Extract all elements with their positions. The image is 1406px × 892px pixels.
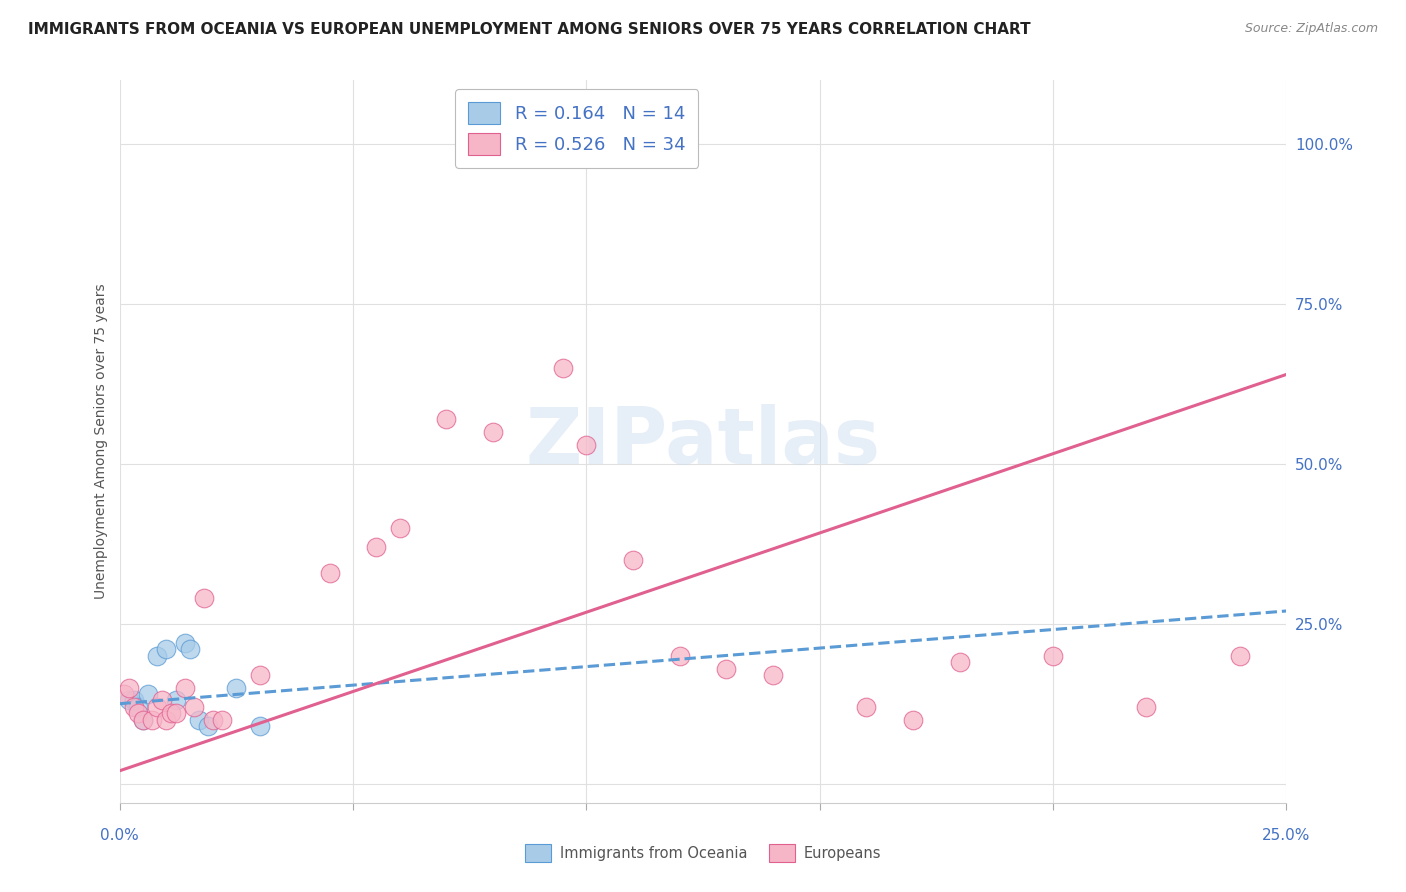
- Point: [173, 681, 195, 695]
- Point: [901, 713, 924, 727]
- Point: [155, 642, 177, 657]
- Text: IMMIGRANTS FROM OCEANIA VS EUROPEAN UNEMPLOYMENT AMONG SENIORS OVER 75 YEARS COR: IMMIGRANTS FROM OCEANIA VS EUROPEAN UNEM…: [28, 22, 1031, 37]
- Text: 25.0%: 25.0%: [1263, 828, 1310, 843]
- Point: [668, 648, 690, 663]
- Point: [249, 719, 271, 733]
- Point: [621, 553, 644, 567]
- Point: [716, 661, 738, 675]
- Point: [211, 713, 233, 727]
- Point: [949, 655, 972, 669]
- Point: [122, 693, 145, 707]
- Point: [155, 713, 177, 727]
- Point: [141, 713, 163, 727]
- Point: [165, 693, 187, 707]
- Text: Source: ZipAtlas.com: Source: ZipAtlas.com: [1244, 22, 1378, 36]
- Point: [482, 425, 505, 439]
- Point: [197, 719, 219, 733]
- Point: [193, 591, 215, 606]
- Point: [160, 706, 183, 721]
- Point: [146, 699, 169, 714]
- Point: [1042, 648, 1064, 663]
- Point: [118, 681, 141, 695]
- Point: [173, 636, 195, 650]
- Point: [118, 693, 141, 707]
- Point: [575, 438, 598, 452]
- Point: [165, 706, 187, 721]
- Point: [855, 699, 877, 714]
- Point: [434, 412, 457, 426]
- Point: [1229, 648, 1251, 663]
- Point: [179, 642, 201, 657]
- Point: [366, 540, 388, 554]
- Y-axis label: Unemployment Among Seniors over 75 years: Unemployment Among Seniors over 75 years: [94, 284, 108, 599]
- Point: [225, 681, 247, 695]
- Point: [318, 566, 340, 580]
- Text: 0.0%: 0.0%: [100, 828, 139, 843]
- Point: [1135, 699, 1157, 714]
- Point: [187, 713, 209, 727]
- Point: [132, 713, 155, 727]
- Point: [127, 706, 149, 721]
- Text: ZIPatlas: ZIPatlas: [526, 403, 880, 480]
- Point: [112, 687, 135, 701]
- Point: [132, 713, 155, 727]
- Point: [150, 693, 173, 707]
- Point: [127, 699, 149, 714]
- Point: [762, 668, 785, 682]
- Point: [249, 668, 271, 682]
- Point: [136, 687, 159, 701]
- Point: [146, 648, 169, 663]
- Point: [388, 521, 411, 535]
- Point: [183, 699, 205, 714]
- Legend: Immigrants from Oceania, Europeans: Immigrants from Oceania, Europeans: [519, 838, 887, 868]
- Point: [551, 361, 574, 376]
- Point: [201, 713, 224, 727]
- Point: [122, 699, 145, 714]
